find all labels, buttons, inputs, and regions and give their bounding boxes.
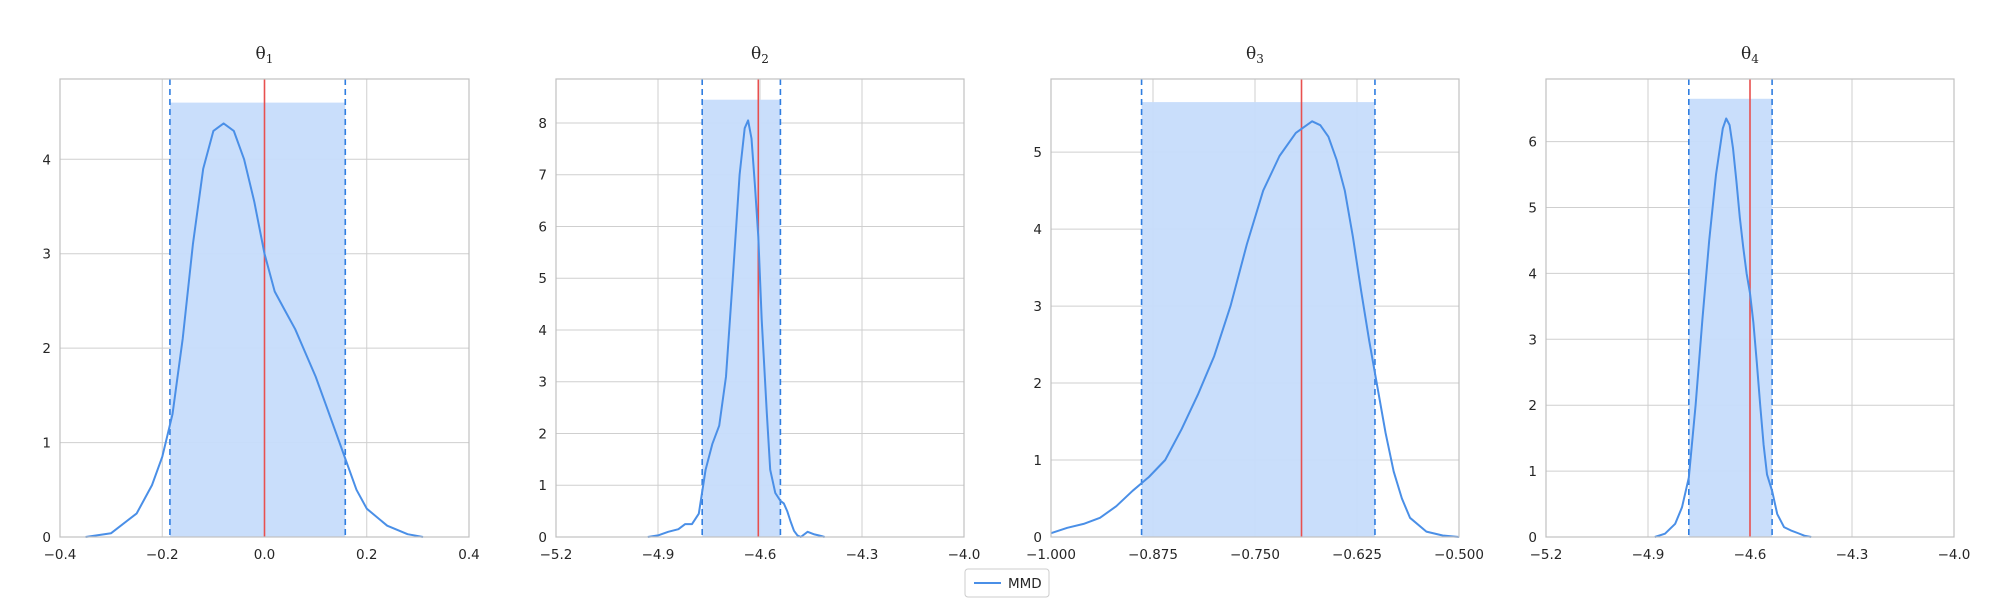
kde-curve-mmd [647, 119, 825, 538]
x-tick-label: −4.3 [1836, 547, 1869, 563]
y-tick-label: 1 [1033, 453, 1042, 469]
y-tick-label: 5 [538, 271, 547, 287]
panel-theta-1: θ1 −0.4 −0.2 0.0 0.2 0.4 0 1 2 3 4 [42, 44, 479, 563]
interval-band [169, 102, 346, 537]
x-tick-label: −0.625 [1332, 547, 1382, 563]
kde-curve-mmd [1050, 120, 1460, 538]
x-tick-label: 0.2 [356, 547, 377, 563]
y-tick-label: 2 [42, 341, 51, 357]
x-tick-label: −5.2 [1530, 547, 1563, 563]
x-tick-label: 0.0 [254, 547, 275, 563]
y-tick-label: 3 [538, 375, 547, 391]
axes-frame [1545, 78, 1955, 538]
axes-frame [555, 78, 965, 538]
y-tick-label: 6 [538, 219, 547, 235]
x-tick-label: −4.6 [1734, 547, 1767, 563]
panel-theta-4: θ4 −5.2 −4.9 −4.6 −4.3 −4.0 0 1 2 3 4 5 6 [1528, 44, 1970, 563]
y-tick-label: 1 [42, 436, 51, 452]
y-tick-label: 8 [538, 116, 547, 132]
y-tick-label: 5 [1528, 201, 1537, 217]
y-tick-label: 2 [538, 426, 547, 442]
panel-title: θ2 [751, 44, 769, 66]
legend: MMD [964, 568, 1050, 598]
panel-title: θ3 [1246, 44, 1264, 66]
kde-curve-mmd [1654, 117, 1812, 538]
interval-band [1141, 102, 1375, 537]
x-tick-label: −1.000 [1026, 547, 1076, 563]
y-tick-label: 0 [1528, 530, 1537, 546]
y-tick-label: 0 [42, 530, 51, 546]
x-tick-label: −0.2 [146, 547, 179, 563]
axes-frame [59, 78, 470, 538]
kde-curve-mmd [85, 122, 424, 538]
y-tick-label: 4 [42, 152, 51, 168]
y-tick-label: 4 [538, 323, 547, 339]
y-tick-label: 3 [1033, 299, 1042, 315]
axes-frame [1050, 78, 1460, 538]
x-tick-label: −5.2 [540, 547, 573, 563]
x-tick-label: −4.9 [1632, 547, 1665, 563]
x-tick-label: −0.4 [44, 547, 77, 563]
x-tick-label: −4.0 [948, 547, 981, 563]
y-tick-label: 0 [1033, 530, 1042, 546]
y-tick-label: 4 [1528, 266, 1537, 282]
y-tick-label: 3 [1528, 332, 1537, 348]
x-tick-label: −0.750 [1230, 547, 1280, 563]
panel-theta-3: θ3 −1.000 −0.875 −0.750 −0.625 −0.500 0 1 2 3 4 5 [1026, 44, 1484, 563]
y-tick-label: 5 [1033, 145, 1042, 161]
interval-band [1688, 98, 1773, 538]
legend-label: MMD [1008, 576, 1042, 592]
x-tick-label: −4.9 [642, 547, 675, 563]
y-tick-label: 0 [538, 530, 547, 546]
y-tick-label: 2 [1528, 398, 1537, 414]
x-tick-label: −4.6 [744, 547, 777, 563]
x-tick-label: −0.875 [1128, 547, 1178, 563]
y-tick-label: 3 [42, 247, 51, 263]
y-tick-label: 2 [1033, 376, 1042, 392]
interval-band [702, 99, 781, 537]
x-tick-label: −4.3 [846, 547, 879, 563]
x-tick-label: −4.0 [1938, 547, 1971, 563]
x-tick-label: −0.500 [1434, 547, 1484, 563]
panel-title: θ4 [1741, 44, 1759, 66]
legend-frame [964, 568, 1050, 598]
y-tick-label: 1 [538, 478, 547, 494]
panel-theta-2: θ2 −5.2 −4.9 −4.6 −4.3 −4.0 0 1 2 3 4 5 6 7 8 [538, 44, 980, 563]
y-tick-label: 6 [1528, 135, 1537, 151]
y-tick-label: 7 [538, 168, 547, 184]
y-tick-label: 1 [1528, 464, 1537, 480]
panel-title: θ1 [256, 44, 274, 66]
x-tick-label: 0.4 [458, 547, 479, 563]
y-tick-label: 4 [1033, 222, 1042, 238]
